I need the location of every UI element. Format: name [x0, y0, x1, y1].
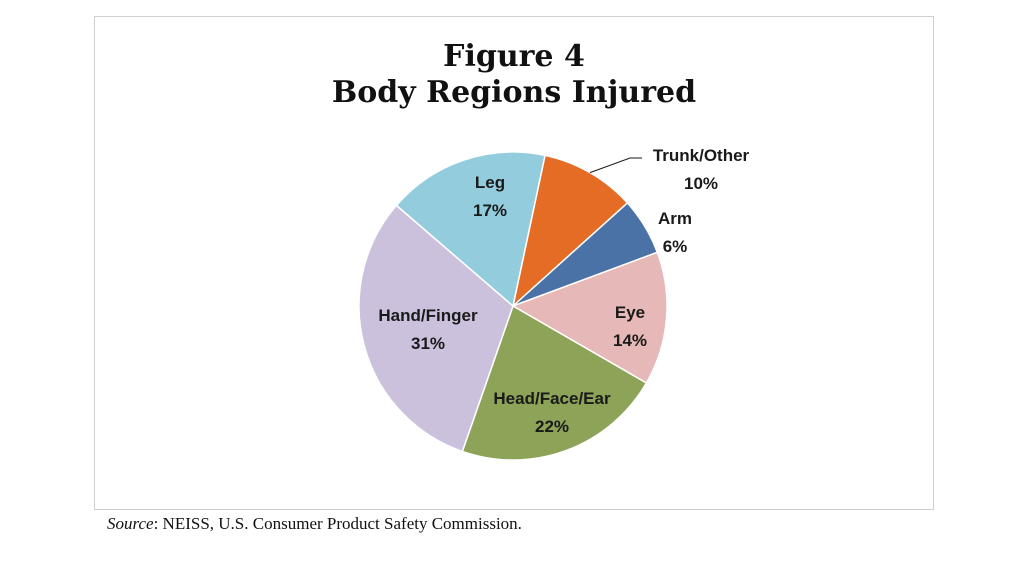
pie-slice-eye — [511, 251, 668, 385]
pie-slice-leg — [395, 151, 546, 308]
chart-title-line2: Body Regions Injured — [331, 75, 697, 110]
source-text: : NEISS, U.S. Consumer Product Safety Co… — [153, 514, 522, 533]
chart-title-line1: Figure 4 — [443, 39, 585, 74]
pie-slice-head-face-ear — [461, 304, 648, 461]
slice-percent-trunk-other: 10% — [684, 174, 718, 193]
slice-percent-eye: 14% — [613, 331, 647, 350]
leader-line-trunk-other — [589, 157, 642, 174]
slice-percent-hand-finger: 31% — [411, 334, 445, 353]
slice-label-head-face-ear: Head/Face/Ear — [493, 389, 611, 408]
pie-slice-trunk-other — [511, 154, 629, 309]
slice-label-arm: Arm — [658, 209, 692, 228]
slice-label-hand-finger: Hand/Finger — [378, 306, 478, 325]
slice-label-leg: Leg — [475, 173, 505, 192]
source-note: Source: NEISS, U.S. Consumer Product Saf… — [107, 514, 522, 534]
slice-label-eye: Eye — [615, 303, 645, 322]
slice-percent-arm: 6% — [663, 237, 688, 256]
slice-label-trunk-other: Trunk/Other — [653, 146, 750, 165]
pie-slice-hand-finger — [358, 204, 514, 453]
slice-percent-leg: 17% — [473, 201, 507, 220]
slice-percent-head-face-ear: 22% — [535, 417, 569, 436]
source-label: Source — [107, 514, 154, 533]
